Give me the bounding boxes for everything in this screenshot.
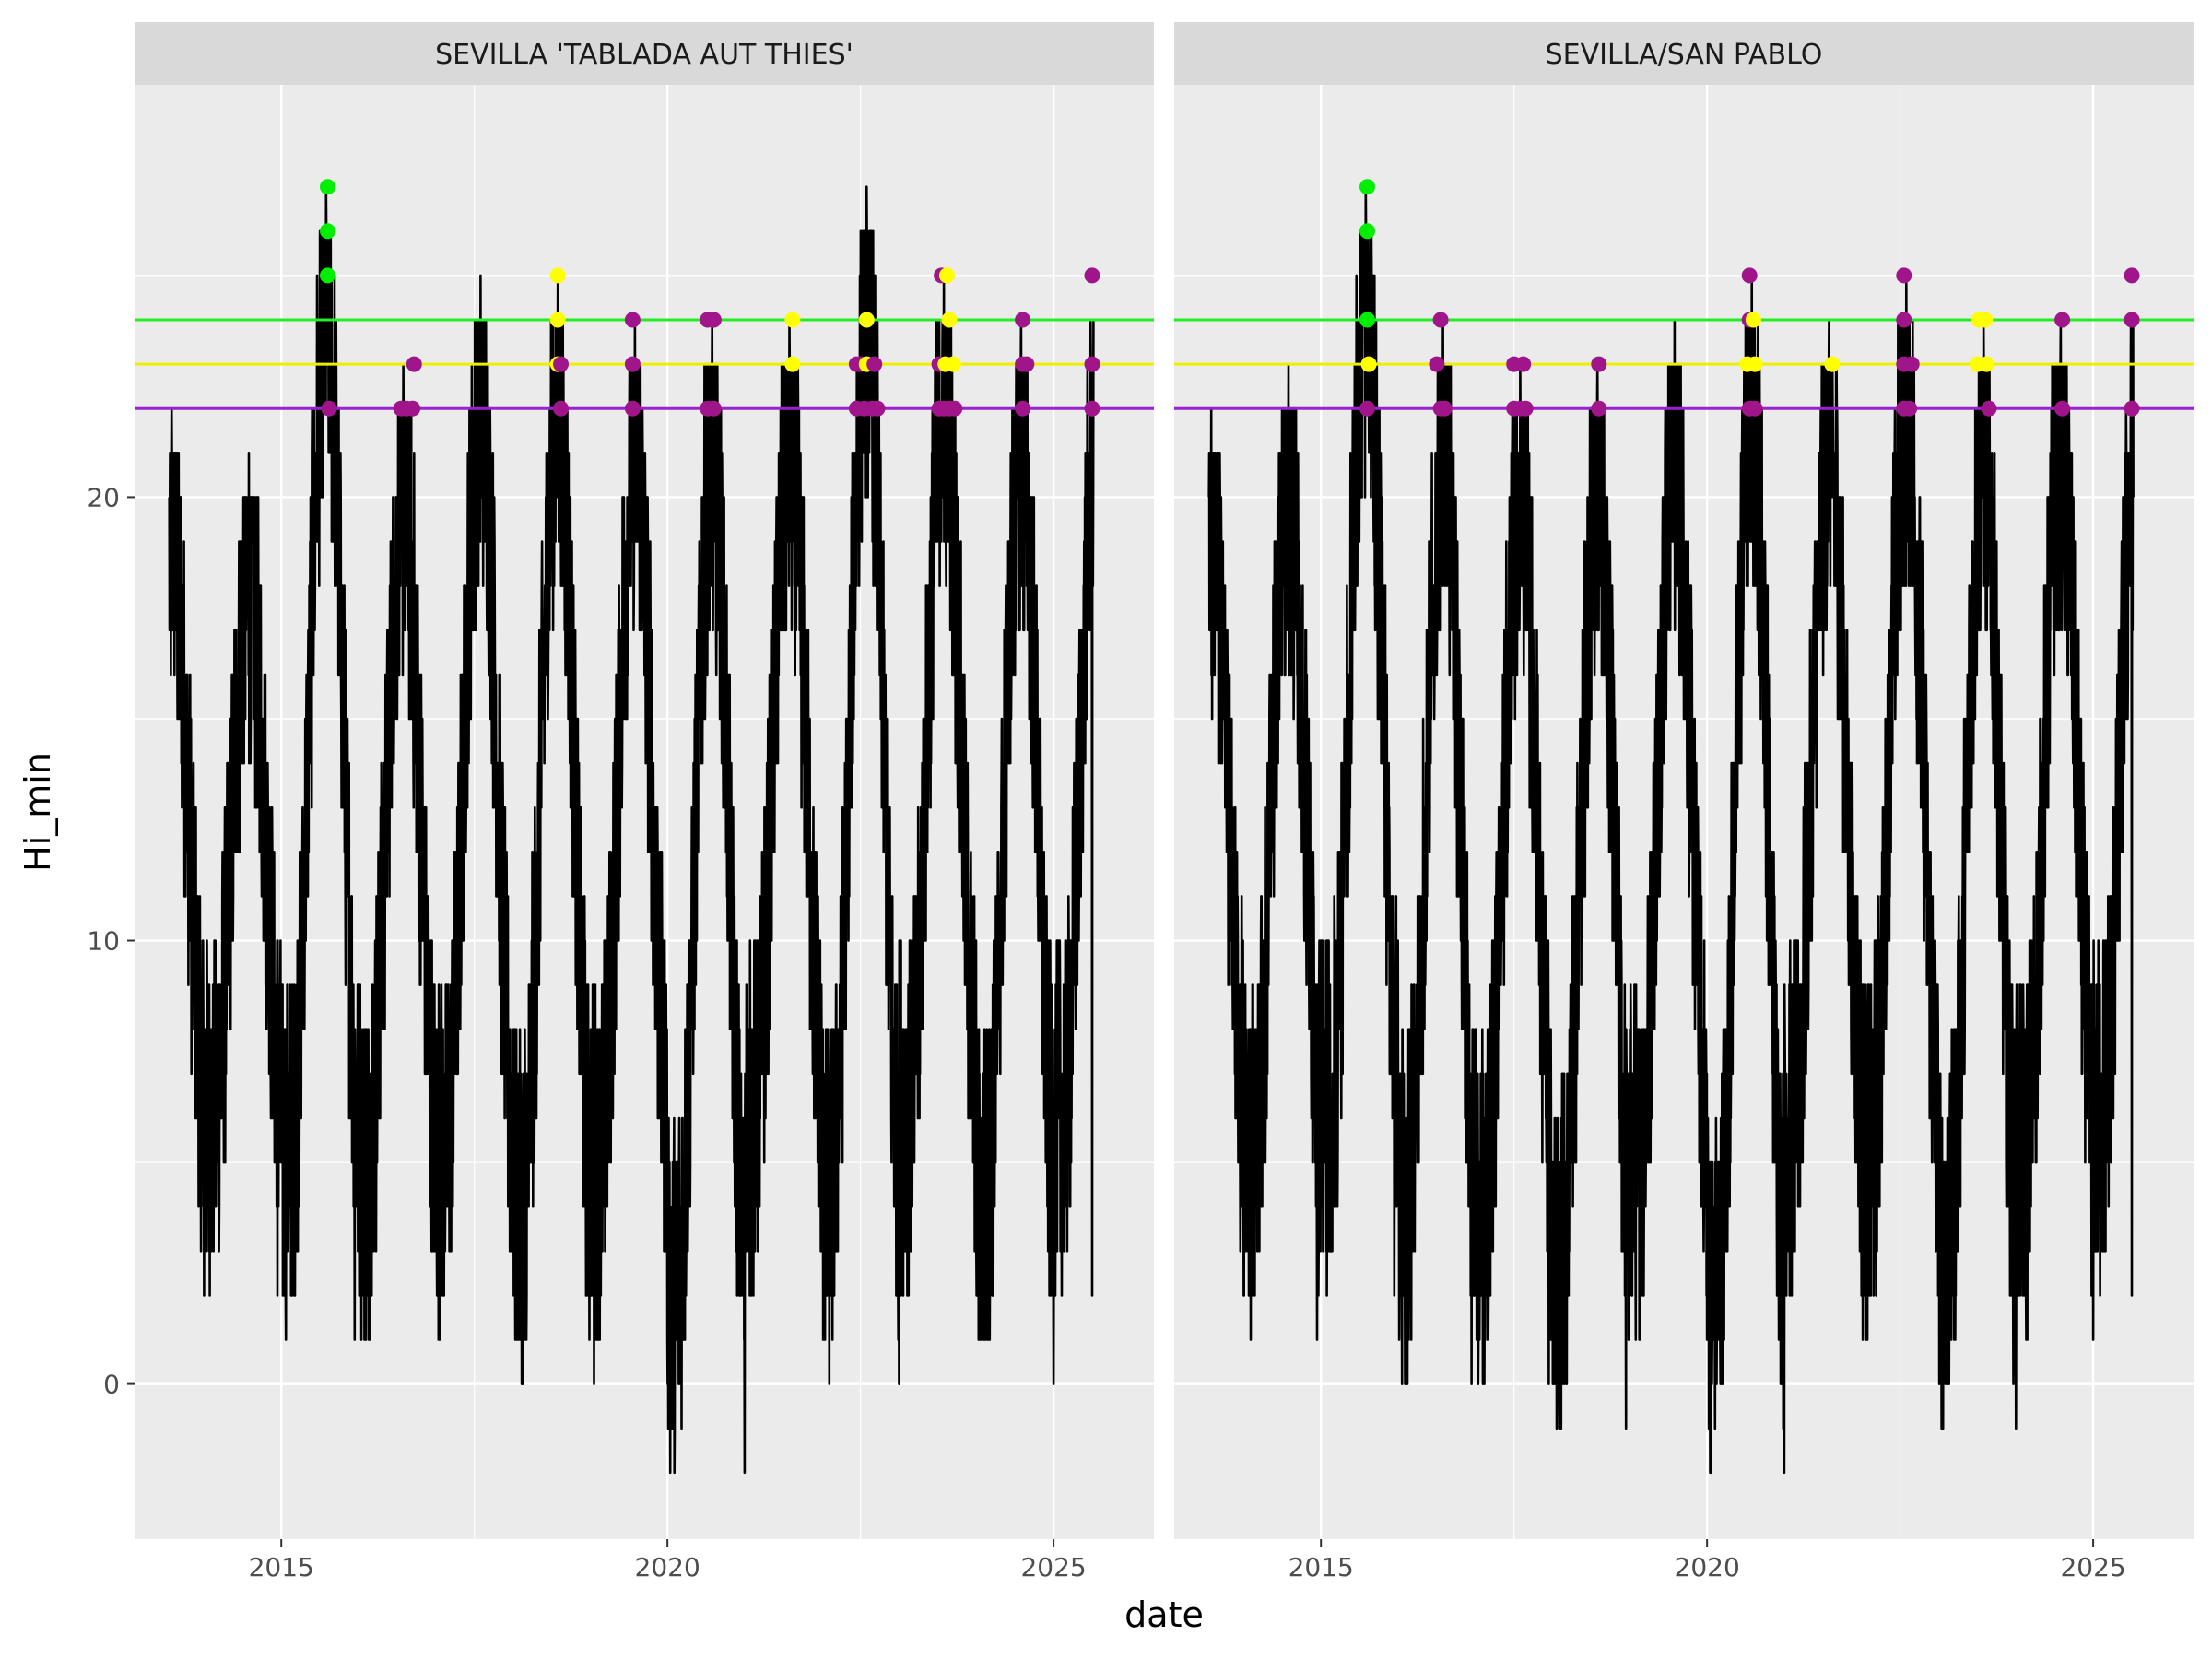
data-point-yellow bbox=[549, 312, 566, 328]
data-point-purple bbox=[2124, 400, 2140, 417]
data-point-purple bbox=[406, 356, 422, 372]
threshold-lines-left bbox=[135, 318, 1154, 410]
series-line-hi-min bbox=[1207, 185, 2135, 1475]
data-point-yellow bbox=[1745, 312, 1761, 328]
x-axis-title: date bbox=[1124, 1594, 1204, 1635]
data-point-purple bbox=[553, 400, 569, 417]
data-point-purple bbox=[1591, 356, 1607, 372]
data-point-purple bbox=[1903, 356, 1920, 372]
data-point-yellow bbox=[858, 312, 875, 328]
data-point-purple bbox=[624, 356, 641, 372]
data-point-purple bbox=[1084, 356, 1100, 372]
data-point-purple bbox=[321, 400, 337, 417]
data-point-yellow bbox=[1978, 356, 1994, 372]
data-point-purple bbox=[1517, 400, 1534, 417]
data-point-purple bbox=[1515, 356, 1532, 372]
data-point-purple bbox=[2054, 400, 2071, 417]
x-tick-label: 2020 bbox=[1675, 1552, 1740, 1583]
y-axis-ticks: 0 10 20 bbox=[87, 482, 135, 1400]
data-point-purple bbox=[2054, 312, 2071, 328]
data-point-green bbox=[1359, 179, 1375, 195]
series-right bbox=[1207, 185, 2135, 1475]
data-point-yellow bbox=[784, 356, 801, 372]
threshold-lines-right bbox=[1174, 318, 2194, 410]
data-point-purple bbox=[553, 356, 569, 372]
data-point-purple bbox=[1084, 400, 1100, 417]
data-point-yellow bbox=[1360, 356, 1377, 372]
strip-left-title: SEVILLA 'TABLADA AUT THIES' bbox=[435, 39, 853, 71]
panel-left: SEVILLA 'TABLADA AUT THIES' 2015 2020 2025 bbox=[135, 22, 1154, 1583]
data-point-purple bbox=[1747, 400, 1763, 417]
data-point-purple bbox=[2124, 312, 2140, 328]
data-point-yellow bbox=[549, 267, 566, 284]
x-ticks-left: 2015 2020 2025 bbox=[249, 1539, 1087, 1583]
data-point-green bbox=[1359, 312, 1375, 328]
data-point-purple bbox=[869, 400, 886, 417]
data-point-yellow bbox=[1977, 312, 1994, 328]
data-point-purple bbox=[624, 312, 641, 328]
y-tick-label: 10 bbox=[87, 926, 120, 957]
data-point-yellow bbox=[784, 312, 801, 328]
data-point-yellow bbox=[945, 356, 961, 372]
data-point-purple bbox=[1429, 356, 1445, 372]
strip-right-title: SEVILLA/SAN PABLO bbox=[1546, 39, 1823, 71]
data-point-purple bbox=[1901, 400, 1918, 417]
data-point-purple bbox=[1084, 267, 1100, 284]
data-point-purple bbox=[866, 356, 883, 372]
data-point-green bbox=[320, 267, 335, 284]
data-point-purple bbox=[1981, 400, 1997, 417]
data-point-purple bbox=[1432, 312, 1449, 328]
data-point-yellow bbox=[941, 312, 958, 328]
data-point-purple bbox=[947, 400, 963, 417]
data-point-purple bbox=[624, 400, 641, 417]
y-tick-label: 0 bbox=[103, 1370, 120, 1400]
data-point-green bbox=[320, 223, 335, 240]
data-point-purple bbox=[1591, 400, 1607, 417]
data-point-purple bbox=[1015, 312, 1031, 328]
x-tick-label: 2025 bbox=[1020, 1552, 1086, 1583]
data-point-purple bbox=[1015, 400, 1031, 417]
data-point-purple bbox=[405, 400, 421, 417]
data-point-purple bbox=[705, 400, 722, 417]
data-point-yellow bbox=[1747, 356, 1763, 372]
strip-left bbox=[135, 22, 1154, 85]
panel-right: SEVILLA/SAN PABLO 2015 2020 2025 bbox=[1174, 22, 2194, 1583]
data-point-purple bbox=[1896, 267, 1912, 284]
x-tick-label: 2020 bbox=[635, 1552, 700, 1583]
strip-right bbox=[1174, 22, 2194, 85]
data-point-yellow bbox=[1824, 356, 1841, 372]
x-ticks-right: 2015 2020 2025 bbox=[1288, 1539, 2126, 1583]
x-tick-label: 2025 bbox=[2060, 1552, 2125, 1583]
data-point-green bbox=[1359, 223, 1375, 240]
data-point-purple bbox=[1741, 267, 1758, 284]
data-point-purple bbox=[1359, 400, 1375, 417]
y-axis-title: Hi_min bbox=[18, 752, 58, 872]
x-tick-label: 2015 bbox=[1288, 1552, 1354, 1583]
x-tick-label: 2015 bbox=[249, 1552, 314, 1583]
data-point-purple bbox=[1436, 400, 1453, 417]
data-point-purple bbox=[2124, 267, 2140, 284]
points-right bbox=[1359, 179, 2140, 417]
data-point-purple bbox=[1018, 356, 1035, 372]
data-point-yellow bbox=[938, 267, 955, 284]
points-left bbox=[320, 179, 1100, 417]
y-tick-label: 20 bbox=[87, 482, 120, 512]
data-point-purple bbox=[1896, 312, 1912, 328]
data-point-green bbox=[320, 179, 335, 195]
data-point-purple bbox=[705, 312, 722, 328]
